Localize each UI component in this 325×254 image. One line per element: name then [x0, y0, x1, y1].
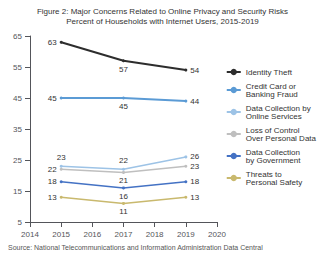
- svg-text:35: 35: [13, 125, 22, 134]
- svg-text:Source: National Telecommunica: Source: National Telecommunications and …: [8, 244, 263, 251]
- svg-text:65: 65: [13, 32, 22, 41]
- svg-text:2014: 2014: [21, 230, 39, 239]
- svg-text:2019: 2019: [177, 230, 195, 239]
- svg-text:Data Collection: Data Collection: [245, 147, 300, 157]
- svg-text:18: 18: [190, 177, 199, 186]
- svg-text:Over Personal Data: Over Personal Data: [246, 134, 317, 143]
- svg-text:55: 55: [13, 63, 22, 72]
- svg-text:54: 54: [190, 66, 199, 75]
- svg-text:22: 22: [119, 156, 128, 165]
- svg-text:5: 5: [18, 218, 23, 227]
- svg-text:2018: 2018: [146, 230, 164, 239]
- svg-text:Identity Theft: Identity Theft: [246, 68, 293, 77]
- svg-text:11: 11: [119, 207, 128, 216]
- svg-text:23: 23: [190, 162, 199, 171]
- svg-text:13: 13: [190, 193, 199, 202]
- svg-text:13: 13: [48, 193, 57, 202]
- svg-text:26: 26: [190, 152, 199, 161]
- svg-text:Banking Fraud: Banking Fraud: [246, 90, 298, 99]
- svg-text:18: 18: [48, 177, 57, 186]
- svg-text:Data Collection by: Data Collection by: [245, 103, 311, 113]
- svg-text:Online Services: Online Services: [246, 112, 302, 121]
- svg-text:2015: 2015: [52, 230, 70, 239]
- svg-text:16: 16: [119, 192, 128, 201]
- svg-text:44: 44: [190, 97, 199, 106]
- svg-text:25: 25: [13, 156, 22, 165]
- svg-text:45: 45: [119, 102, 128, 111]
- svg-text:Threats to: Threats to: [245, 169, 282, 179]
- svg-text:Figure 2: Major Concerns Relat: Figure 2: Major Concerns Related to Onli…: [37, 7, 288, 16]
- svg-text:45: 45: [48, 94, 57, 103]
- svg-text:Percent of Households with Int: Percent of Households with Internet User…: [66, 17, 259, 26]
- svg-text:Credit Card or: Credit Card or: [245, 81, 296, 91]
- svg-text:23: 23: [57, 153, 66, 162]
- svg-text:Loss of Control: Loss of Control: [245, 125, 300, 135]
- svg-text:by Government: by Government: [246, 156, 301, 165]
- svg-text:2017: 2017: [115, 230, 133, 239]
- svg-text:63: 63: [48, 38, 57, 47]
- svg-text:2016: 2016: [83, 230, 101, 239]
- svg-text:21: 21: [119, 176, 128, 185]
- svg-text:45: 45: [13, 94, 22, 103]
- svg-text:2020: 2020: [208, 230, 226, 239]
- svg-text:15: 15: [13, 187, 22, 196]
- svg-text:57: 57: [119, 65, 128, 74]
- svg-text:Personal Safety: Personal Safety: [246, 178, 302, 187]
- svg-text:22: 22: [48, 165, 57, 174]
